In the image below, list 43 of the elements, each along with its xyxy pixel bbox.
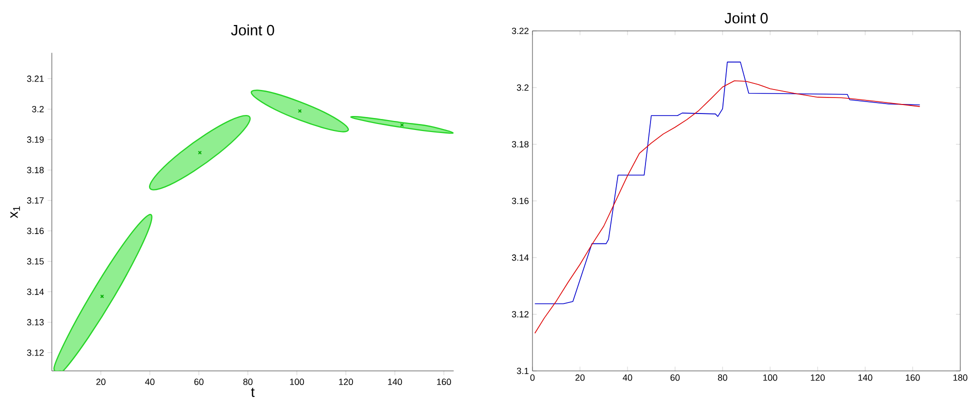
x-tick-label: 80: [243, 378, 253, 386]
y-tick-label: 3.2: [516, 84, 529, 91]
y-tick-label: 3.22: [512, 28, 529, 34]
x-tick-label: 20: [575, 374, 585, 381]
chart-title: Joint 0: [231, 24, 274, 36]
y-tick-label: 3.14: [27, 288, 44, 296]
x-tick-label: 100: [763, 374, 778, 381]
line-series: [534, 80, 920, 334]
x-tick-label: 140: [858, 374, 872, 381]
y-tick-label: 3.1: [516, 368, 529, 374]
x-tick-label: 140: [388, 378, 402, 386]
y-tick-label: 3.18: [512, 141, 529, 148]
x-tick-label: 180: [953, 374, 968, 381]
y-tick-label: 3.19: [27, 136, 44, 143]
x-tick-label: 160: [437, 378, 452, 386]
line-series: [534, 62, 920, 304]
point: [198, 150, 202, 155]
x-tick-label: 100: [290, 378, 304, 386]
y-tick-label: 3.18: [27, 166, 44, 174]
point: [298, 109, 302, 113]
y-tick-label: 3.16: [27, 228, 44, 234]
x-tick-label: 160: [906, 374, 920, 381]
x-tick-label: 80: [718, 374, 728, 381]
y-tick-label: 3.12: [512, 311, 529, 318]
y-tick-label: 3.15: [27, 258, 44, 265]
y-tick-label: 3.12: [27, 350, 44, 356]
x-tick-label: 40: [622, 374, 632, 381]
y-tick-label: 3.17: [27, 197, 44, 204]
y-axis-title: x$_{1}$: [10, 206, 20, 218]
y-tick-label: 3.16: [512, 198, 529, 204]
y-tick-label: 3.13: [27, 319, 44, 326]
x-tick-label: 20: [96, 378, 106, 386]
y-tick-label: 3.14: [512, 254, 529, 261]
x-tick-label: 40: [145, 378, 154, 386]
y-tick-label: 3.2: [32, 106, 44, 112]
y-tick-label: 3.21: [27, 76, 44, 82]
x-tick-label: 0: [530, 374, 535, 381]
x-tick-label: 60: [194, 378, 204, 386]
x-tick-label: 120: [339, 378, 353, 386]
x-axis-title: t: [251, 388, 255, 398]
x-tick-label: 60: [670, 374, 680, 381]
x-tick-label: 120: [810, 374, 825, 381]
chart-title: Joint 0: [724, 12, 768, 24]
